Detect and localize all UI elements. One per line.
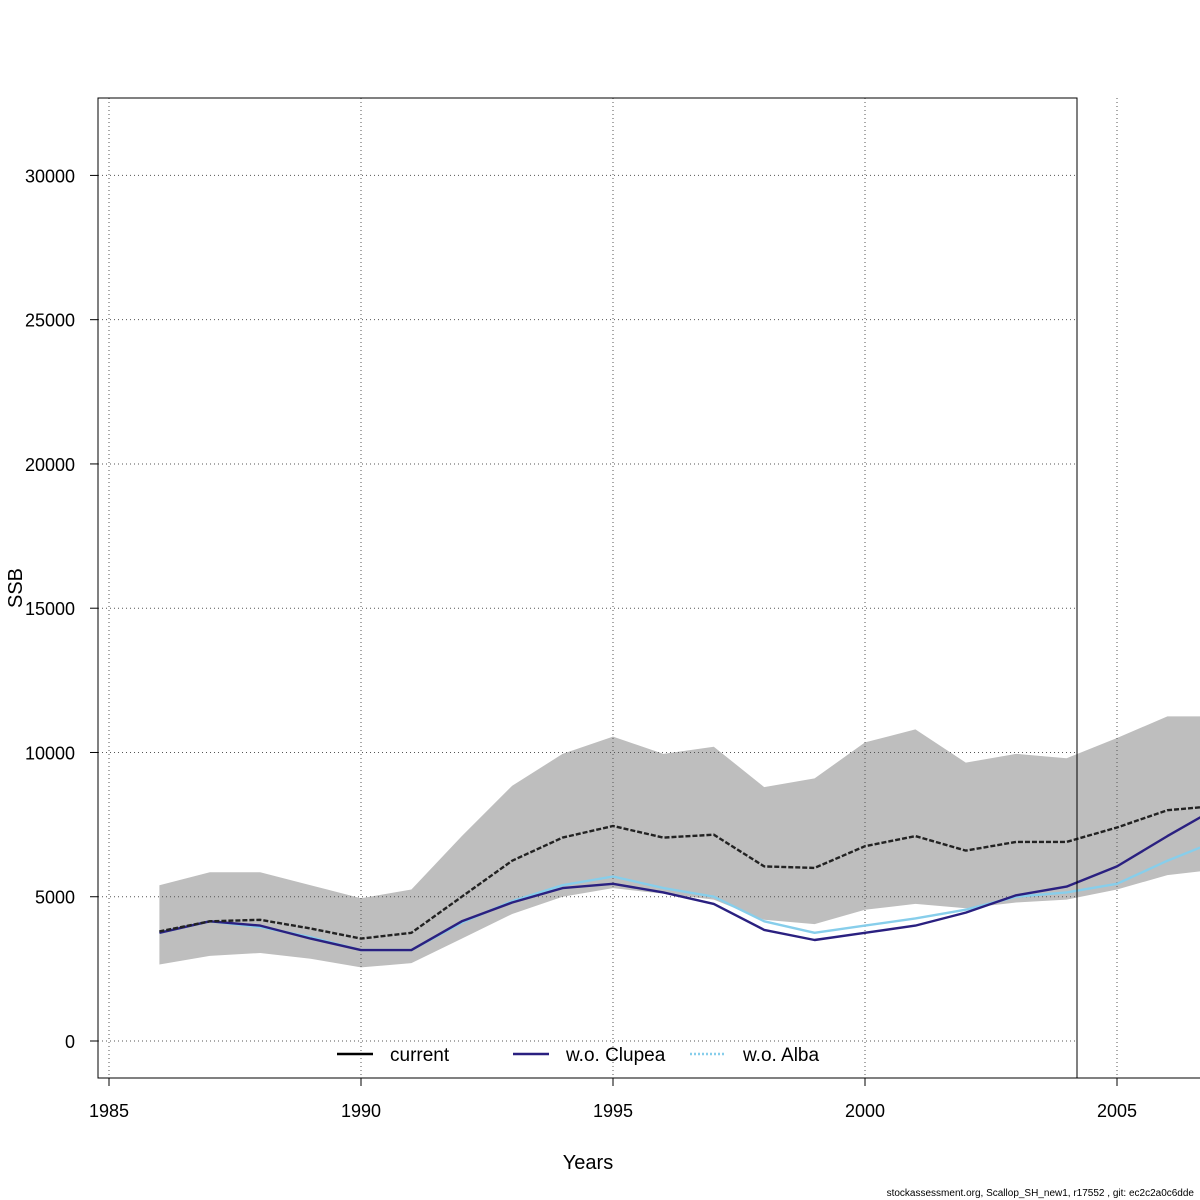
series-lines bbox=[159, 806, 1200, 952]
series-line-w-o-clupea bbox=[159, 816, 1200, 952]
y-tick-label: 30000 bbox=[25, 166, 75, 186]
footer-credit: stockassessment.org, Scallop_SH_new1, r1… bbox=[887, 1188, 1195, 1199]
x-tick-label: 1985 bbox=[89, 1101, 129, 1121]
x-tick-label: 1990 bbox=[341, 1101, 381, 1121]
legend-label: w.o. Alba bbox=[742, 1045, 819, 1066]
legend: current w.o. Clupea w.o. Alba bbox=[337, 1045, 819, 1066]
x-tick-label: 2005 bbox=[1097, 1101, 1137, 1121]
legend-label: w.o. Clupea bbox=[565, 1045, 666, 1066]
y-tick-label: 20000 bbox=[25, 455, 75, 475]
confidence-band bbox=[159, 716, 1200, 968]
series-line-w-o-alba bbox=[159, 846, 1200, 952]
x-tick-label: 2000 bbox=[845, 1101, 885, 1121]
y-axis: 0 5000 10000 15000 20000 25000 30000 bbox=[25, 166, 99, 1052]
series-line-current bbox=[159, 806, 1200, 940]
y-tick-label: 0 bbox=[65, 1032, 75, 1052]
y-axis-label: SSB bbox=[5, 568, 27, 608]
ci-band bbox=[159, 716, 1200, 968]
grid bbox=[98, 98, 1118, 1078]
y-tick-label: 5000 bbox=[35, 888, 75, 908]
y-tick-label: 10000 bbox=[25, 743, 75, 763]
legend-label: current bbox=[390, 1045, 450, 1066]
y-tick-label: 25000 bbox=[25, 311, 75, 331]
x-axis-label: Years bbox=[563, 1152, 613, 1174]
x-axis: 19851990199520002005201020152020 bbox=[89, 1077, 1200, 1121]
x-tick-label: 1995 bbox=[593, 1101, 633, 1121]
y-tick-label: 15000 bbox=[25, 599, 75, 619]
